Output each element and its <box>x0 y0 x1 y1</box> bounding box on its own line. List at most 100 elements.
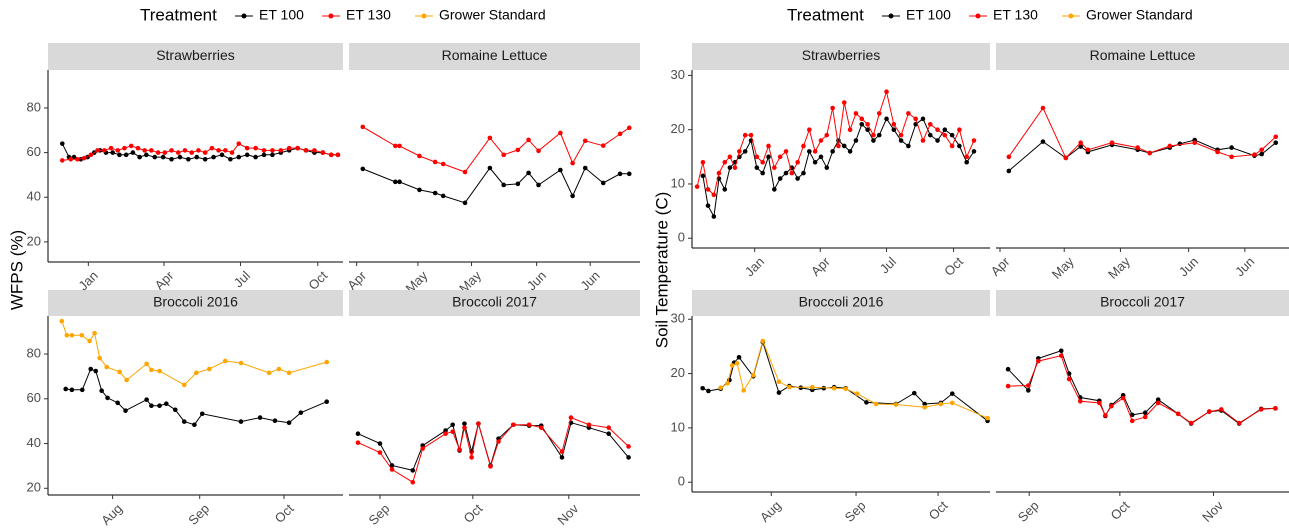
data-point <box>95 148 100 153</box>
data-point <box>69 332 75 338</box>
data-point <box>1026 388 1031 393</box>
x-tick-label: Jul <box>877 254 899 276</box>
data-point <box>559 455 565 460</box>
data-point <box>1135 145 1140 150</box>
x-tick-label: Jun <box>577 268 602 293</box>
data-point <box>617 131 623 137</box>
data-point <box>812 149 818 154</box>
data-point <box>450 422 456 428</box>
data-point <box>718 385 724 391</box>
data-point <box>711 214 717 219</box>
data-point <box>238 419 244 424</box>
legend-dot <box>888 13 894 19</box>
data-point <box>776 390 782 395</box>
data-point <box>1066 376 1072 382</box>
legend-label: ET 100 <box>259 7 304 23</box>
series-line <box>720 339 988 419</box>
data-point <box>1273 134 1279 140</box>
data-point <box>748 132 754 138</box>
data-point <box>831 385 837 391</box>
data-point <box>821 385 827 391</box>
data-point <box>1273 140 1279 146</box>
data-point <box>526 422 532 428</box>
data-point <box>69 387 75 393</box>
data-point <box>276 366 282 372</box>
data-point <box>783 170 789 176</box>
facet-strip <box>996 43 1289 70</box>
data-point <box>1142 410 1148 415</box>
data-point <box>876 132 882 138</box>
data-point <box>1229 145 1234 150</box>
data-point <box>789 170 795 176</box>
data-point <box>123 408 128 413</box>
data-point <box>600 143 606 148</box>
legend-label: Grower Standard <box>439 7 546 23</box>
data-point <box>777 154 783 160</box>
data-point <box>110 150 116 155</box>
data-point <box>172 407 178 413</box>
data-point <box>298 410 304 415</box>
data-point <box>754 165 760 170</box>
data-point <box>1085 147 1091 153</box>
x-tick-label: Apr <box>808 253 833 278</box>
data-point <box>716 170 722 176</box>
data-point <box>1219 407 1224 412</box>
data-point <box>938 401 944 407</box>
data-point <box>964 154 969 160</box>
x-tick-label: May <box>1049 254 1077 282</box>
data-point <box>160 154 166 160</box>
data-point <box>117 369 122 375</box>
data-point <box>949 143 955 149</box>
data-point <box>457 447 462 452</box>
data-point <box>117 152 122 158</box>
y-tick-label: 10 <box>671 175 685 190</box>
data-point <box>1006 154 1012 160</box>
y-tick-label: 30 <box>671 67 685 82</box>
data-point <box>1258 407 1264 412</box>
data-point <box>1005 383 1011 389</box>
data-point <box>741 388 746 393</box>
data-point <box>389 463 395 468</box>
y-tick-label: 20 <box>27 480 41 495</box>
data-point <box>1006 168 1012 174</box>
data-point <box>777 176 783 181</box>
data-point <box>377 450 383 455</box>
data-point <box>801 143 806 149</box>
x-tick-label: Nov <box>1199 498 1226 525</box>
data-point <box>1109 403 1114 409</box>
data-point <box>496 439 501 444</box>
data-point <box>864 400 869 405</box>
data-point <box>812 159 818 165</box>
data-point <box>488 464 493 469</box>
data-point <box>700 385 705 391</box>
data-point <box>487 165 493 171</box>
data-point <box>1229 154 1234 160</box>
x-tick-label: Sep <box>366 501 393 528</box>
data-point <box>410 479 416 485</box>
data-point <box>1206 409 1212 414</box>
data-point <box>440 161 446 167</box>
data-point <box>942 132 948 138</box>
data-point <box>1103 413 1108 418</box>
data-point <box>920 138 926 143</box>
data-point <box>722 187 728 192</box>
data-point <box>432 159 438 165</box>
data-point <box>124 377 129 383</box>
data-point <box>261 148 267 153</box>
data-point <box>772 187 777 192</box>
data-point <box>244 152 250 158</box>
data-point <box>1129 412 1135 418</box>
data-point <box>927 121 933 127</box>
data-point <box>1109 140 1115 146</box>
y-tick-label: 20 <box>671 365 685 380</box>
data-point <box>462 421 467 426</box>
data-point <box>177 154 183 160</box>
data-point <box>278 148 284 153</box>
data-point <box>705 203 711 208</box>
data-point <box>68 157 73 162</box>
data-point <box>238 360 244 366</box>
data-point <box>906 111 911 116</box>
data-point <box>836 143 841 149</box>
data-point <box>847 149 853 154</box>
data-point <box>891 121 897 127</box>
